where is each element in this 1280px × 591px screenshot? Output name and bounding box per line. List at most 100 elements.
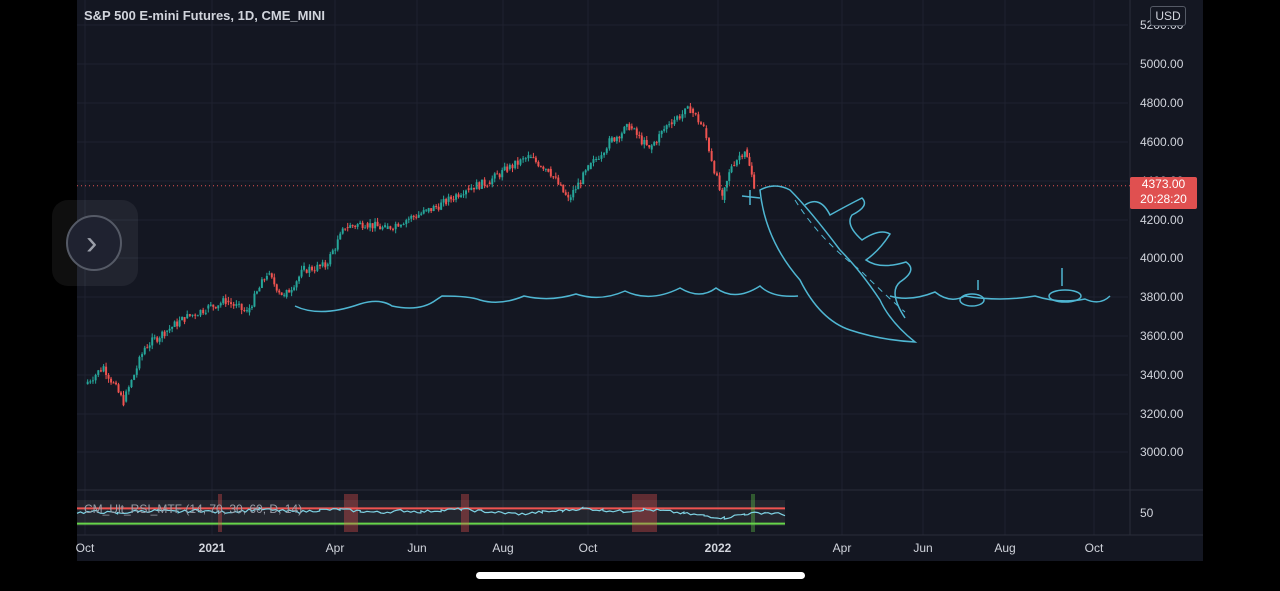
candle-body (668, 124, 671, 126)
candle-body (158, 338, 161, 342)
x-tick-label: Apr (326, 541, 345, 555)
candle-body (120, 392, 123, 395)
candle-body (542, 166, 545, 169)
candle-body (574, 189, 577, 191)
candle-body (650, 145, 653, 150)
candle-body (178, 320, 181, 327)
candle-body (508, 164, 511, 169)
candle-body (235, 304, 238, 306)
candle-body (610, 137, 613, 142)
candle-body (445, 199, 448, 205)
candle-body (653, 142, 656, 146)
candle-body (705, 128, 708, 139)
candle-body (554, 176, 557, 178)
candle-body (127, 387, 130, 392)
candle-body (597, 158, 600, 160)
last-price-value: 4373.00 (1141, 177, 1186, 191)
y-tick-label: 5000.00 (1140, 57, 1184, 71)
candle-body (176, 321, 179, 327)
candle-body (232, 304, 235, 306)
candle-body (524, 158, 527, 160)
candle-body (344, 228, 347, 230)
candle-body (366, 223, 369, 228)
candle-body (217, 305, 220, 309)
candle-body (645, 139, 648, 146)
candle-body (733, 165, 736, 167)
candle-body (478, 182, 481, 189)
candle-body (209, 304, 212, 306)
candle-body (250, 306, 253, 309)
candle-body (678, 116, 681, 119)
sea-waterline-drawing (294, 285, 799, 313)
candle-body (298, 276, 301, 282)
candle-body (181, 317, 184, 321)
y-tick-label: 3000.00 (1140, 445, 1184, 459)
candle-body (516, 160, 519, 165)
candle-body (183, 317, 186, 322)
candle-body (432, 205, 435, 212)
candle-body (278, 290, 281, 293)
candle-body (584, 170, 587, 173)
candle-body (283, 294, 286, 296)
candle-body (86, 381, 89, 385)
candle-body (110, 378, 113, 383)
candle-body (194, 314, 197, 316)
chevron-right-icon: › (86, 224, 98, 262)
candle-body (658, 134, 661, 143)
candle-body (618, 136, 621, 139)
candle-body (115, 382, 118, 385)
candle-body (557, 177, 560, 185)
ship-deck-drawing (794, 199, 906, 313)
candle-body (595, 158, 598, 160)
candle-body (351, 225, 354, 227)
candle-body (730, 166, 733, 173)
x-tick-label: 2022 (705, 541, 732, 555)
next-button-circle[interactable]: › (66, 215, 122, 271)
candle-body (527, 155, 530, 159)
candle-body (600, 155, 603, 159)
candle-body (369, 223, 372, 228)
candle-body (202, 309, 205, 314)
candle-body (437, 206, 440, 210)
y-tick-label: 4200.00 (1140, 213, 1184, 227)
candle-body (503, 166, 506, 171)
candle-body (311, 266, 314, 271)
candle-body (253, 293, 256, 307)
candle-body (356, 224, 359, 227)
buoy-drawing (959, 293, 985, 307)
candle-body (587, 165, 590, 171)
candle-body (488, 182, 491, 185)
candle-body (374, 221, 377, 229)
candle-body (394, 223, 397, 230)
rsi-axis-tick: 50 (1140, 506, 1154, 520)
candle-body (415, 216, 418, 218)
candle-body (321, 262, 324, 267)
candle-body (470, 187, 473, 190)
candle-body (361, 222, 364, 229)
x-tick-label: Oct (579, 541, 598, 555)
rsi-signal-zone (344, 494, 358, 532)
candle-body (498, 174, 501, 178)
candle-body (222, 298, 225, 304)
candle-body (295, 281, 298, 288)
candle-body (496, 173, 499, 175)
home-indicator[interactable] (476, 572, 805, 579)
candle-body (130, 379, 133, 388)
candle-body (313, 270, 316, 272)
x-tick-label: Apr (833, 541, 852, 555)
candle-body (697, 114, 700, 123)
candle-body (336, 239, 339, 250)
currency-button[interactable]: USD (1150, 6, 1186, 26)
candle-body (608, 138, 611, 149)
candle-body (721, 189, 724, 196)
candle-body (397, 223, 400, 227)
buoy-mast-drawing (977, 268, 1063, 290)
candle-body (694, 112, 697, 115)
candle-body (207, 305, 210, 309)
candle-body (389, 226, 392, 229)
x-tick-label: Aug (492, 541, 513, 555)
candle-body (467, 188, 470, 190)
next-button[interactable]: › (52, 200, 138, 286)
candle-body (640, 135, 643, 145)
